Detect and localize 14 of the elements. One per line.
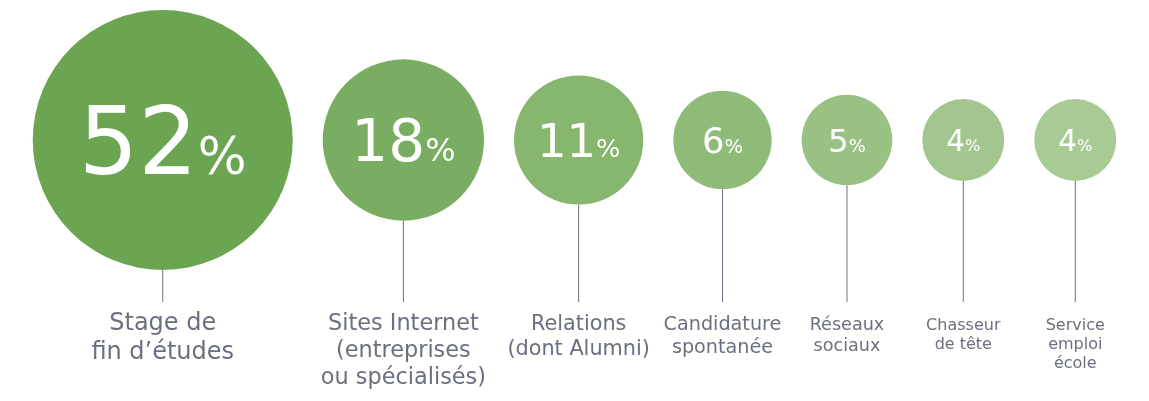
category-label: Sites Internet (entreprises ou spécialisés)	[320, 309, 486, 389]
data-label: 6%	[701, 119, 743, 161]
data-label: 18%	[351, 106, 456, 175]
data-label: 4%	[1058, 123, 1093, 158]
data-label: 52%	[78, 86, 247, 196]
category-label: Relations (dont Alumni)	[507, 311, 650, 360]
category-label: Service emploi école	[1045, 315, 1105, 373]
category-label: Chasseur de tête	[926, 315, 1001, 354]
data-label: 5%	[828, 121, 866, 160]
data-label: 4%	[946, 123, 981, 158]
category-label: Candidature spontanée	[663, 312, 782, 359]
category-label: Stage de fin d’études	[91, 308, 235, 365]
category-label: Réseaux sociaux	[809, 314, 885, 356]
data-label: 11%	[536, 113, 621, 168]
